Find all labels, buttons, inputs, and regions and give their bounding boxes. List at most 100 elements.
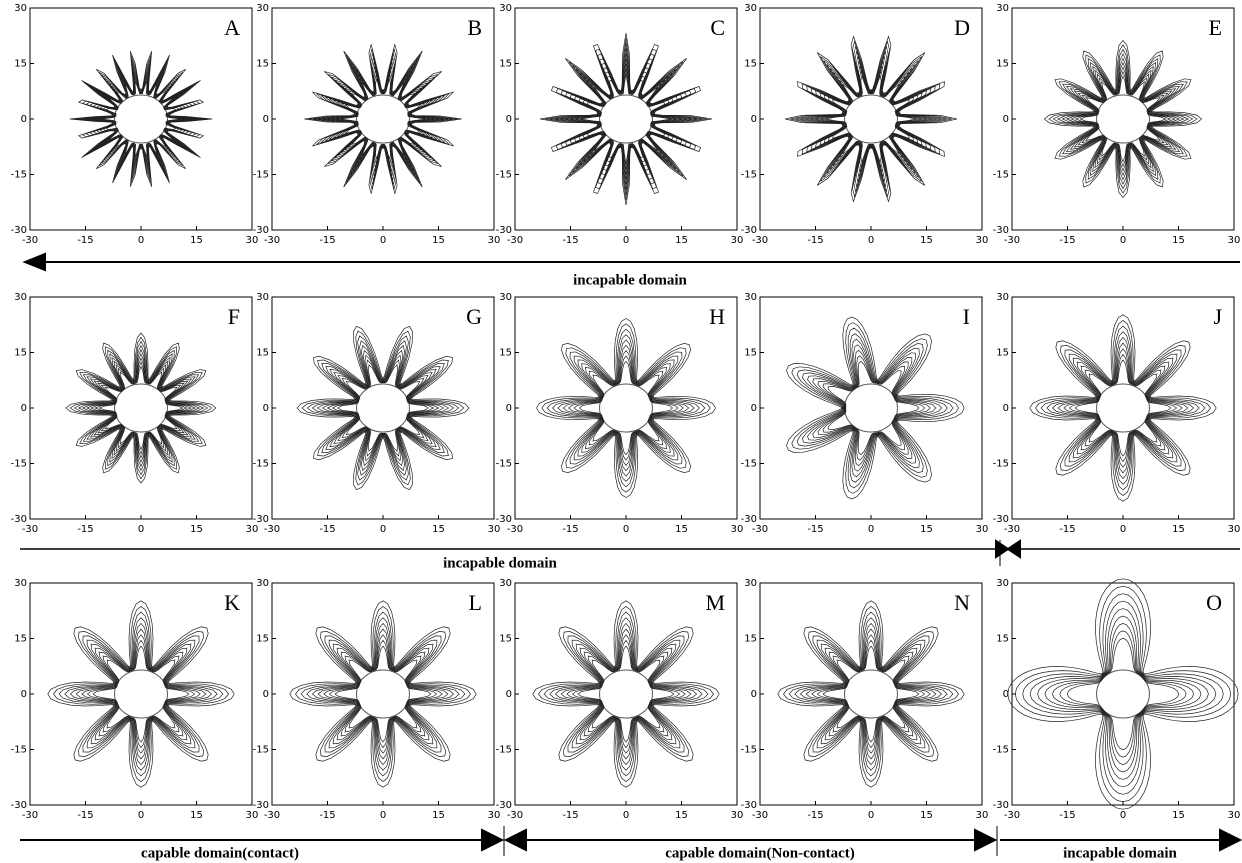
y-tick-label: 30 (744, 578, 757, 589)
contour (789, 612, 953, 776)
y-tick-label: -15 (253, 459, 269, 470)
contour (95, 362, 186, 453)
x-tick-label: -30 (752, 524, 768, 535)
y-tick-label: -15 (11, 459, 27, 470)
core (115, 670, 168, 718)
x-tick-label: -15 (807, 524, 823, 535)
contour (1052, 337, 1193, 478)
y-tick-label: 15 (996, 59, 1009, 70)
x-tick-label: 30 (976, 810, 989, 821)
x-tick-label: 0 (138, 524, 144, 535)
x-tick-label: 30 (246, 524, 259, 535)
x-tick-label: -15 (77, 235, 93, 246)
y-tick-label: -30 (993, 225, 1009, 236)
y-tick-label: 0 (1003, 403, 1009, 414)
y-tick-label: -15 (496, 745, 512, 756)
contour (800, 623, 941, 764)
arrow-head (975, 830, 995, 850)
plot-frame (1012, 297, 1234, 519)
contour (539, 607, 714, 782)
contour (581, 74, 672, 165)
y-tick-label: -30 (11, 800, 27, 811)
contour (821, 71, 922, 167)
contour (318, 629, 448, 759)
contour (547, 329, 705, 487)
contour (811, 61, 932, 177)
contour (66, 333, 216, 483)
x-tick-label: 30 (488, 524, 501, 535)
contour (93, 74, 189, 164)
plot-frame (760, 8, 982, 230)
plot-frame (30, 297, 252, 519)
x-tick-label: 0 (1120, 810, 1126, 821)
contour (816, 66, 927, 172)
panel-label: J (1213, 304, 1222, 329)
x-tick-label: 30 (976, 235, 989, 246)
y-tick-label: 0 (506, 689, 512, 700)
x-tick-label: -15 (562, 524, 578, 535)
x-tick-label: -15 (1059, 810, 1075, 821)
y-tick-label: -30 (253, 800, 269, 811)
x-tick-label: -30 (264, 524, 280, 535)
panel-label: E (1209, 15, 1222, 40)
y-tick-label: -15 (11, 170, 27, 181)
x-tick-label: -15 (562, 810, 578, 821)
panel: -30-30-15-150015153030L (253, 578, 501, 821)
contour (1015, 586, 1230, 801)
contour (301, 612, 465, 776)
plot-frame (515, 583, 737, 805)
contour (555, 623, 696, 764)
contour (323, 350, 444, 465)
x-tick-label: 15 (432, 524, 445, 535)
x-tick-label: 15 (1172, 810, 1185, 821)
contour (553, 335, 700, 482)
contour (566, 59, 687, 180)
contour (100, 367, 183, 450)
x-tick-label: 0 (1120, 524, 1126, 535)
panel-label: N (954, 590, 970, 615)
contour (307, 336, 458, 480)
x-tick-label: 15 (1172, 235, 1185, 246)
plot-frame (272, 583, 494, 805)
y-tick-label: 30 (499, 3, 512, 14)
y-tick-label: 15 (499, 59, 512, 70)
x-tick-label: 15 (432, 235, 445, 246)
x-tick-label: -30 (264, 235, 280, 246)
panel: -30-30-15-150015153030K (11, 578, 259, 821)
x-tick-label: -30 (22, 235, 38, 246)
x-tick-label: -15 (562, 235, 578, 246)
y-tick-label: -15 (993, 459, 1009, 470)
x-tick-label: 30 (731, 810, 744, 821)
x-tick-label: -30 (752, 235, 768, 246)
contour (563, 345, 688, 470)
x-tick-label: 0 (380, 235, 386, 246)
y-tick-label: 15 (996, 348, 1009, 359)
y-tick-label: 0 (263, 114, 269, 125)
y-tick-label: 15 (499, 348, 512, 359)
x-tick-label: -15 (807, 810, 823, 821)
y-tick-label: 0 (263, 689, 269, 700)
contour (1058, 343, 1188, 473)
contour (329, 640, 436, 747)
contour (1058, 54, 1188, 184)
x-tick-label: 30 (1228, 235, 1241, 246)
contour (826, 76, 917, 163)
contour (569, 351, 684, 466)
contour (1038, 609, 1209, 780)
contour (54, 607, 229, 782)
panel-label: C (710, 15, 725, 40)
y-tick-label: 30 (256, 578, 269, 589)
y-tick-label: 30 (744, 3, 757, 14)
y-tick-label: -30 (741, 514, 757, 525)
y-tick-label: 30 (14, 292, 27, 303)
panel: -30-30-15-150015153030E (993, 3, 1241, 246)
x-tick-label: 15 (1172, 524, 1185, 535)
contour (76, 629, 206, 759)
x-tick-label: 30 (246, 810, 259, 821)
x-tick-label: -30 (507, 235, 523, 246)
y-tick-label: 15 (256, 348, 269, 359)
y-tick-label: -30 (993, 800, 1009, 811)
plot-frame (760, 583, 982, 805)
contour (1053, 49, 1192, 188)
